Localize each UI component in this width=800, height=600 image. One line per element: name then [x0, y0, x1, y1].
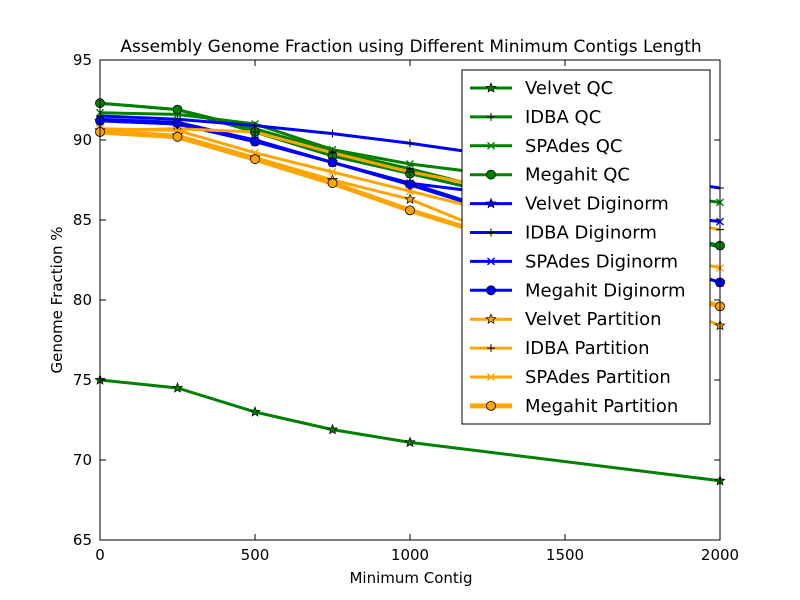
data-point-spades-partition — [406, 187, 414, 196]
legend-label-velvet-partition: Velvet Partition — [525, 309, 662, 330]
legend-marker-spades-qc — [487, 141, 495, 150]
data-point-spades-partition — [328, 168, 337, 176]
x-tick-label: 2000 — [701, 546, 739, 564]
chart-title: Assembly Genome Fraction using Different… — [120, 37, 701, 57]
x-tick-label: 1000 — [391, 546, 429, 564]
data-point-megahit-partition — [250, 154, 260, 165]
legend-marker-spades-partition — [487, 373, 495, 381]
data-point-megahit-diginorm — [405, 179, 415, 190]
data-point-velvet-qc — [326, 423, 339, 435]
legend-label-megahit-qc: Megahit QC — [525, 165, 630, 186]
data-point-megahit-diginorm — [250, 136, 260, 147]
series-line-velvet-qc — [100, 378, 720, 483]
y-tick-label: 65 — [73, 531, 92, 549]
legend-marker-megahit-diginorm — [486, 285, 496, 296]
legend-label-idba-diginorm: IDBA Diginorm — [525, 223, 657, 244]
legend-marker-megahit-qc — [486, 169, 496, 180]
y-tick-label: 80 — [73, 291, 92, 309]
data-point-velvet-qc — [249, 406, 261, 417]
data-point-spades-qc — [406, 160, 414, 168]
x-tick-label: 500 — [241, 546, 270, 564]
legend-label-idba-qc: IDBA QC — [525, 107, 601, 128]
y-tick-label: 70 — [73, 451, 92, 469]
legend-label-spades-diginorm: SPAdes Diginorm — [525, 251, 678, 272]
legend-box — [461, 69, 711, 425]
data-point-megahit-qc — [172, 104, 183, 115]
legend-marker-megahit-partition — [486, 400, 496, 411]
y-tick-label: 90 — [73, 131, 92, 149]
data-point-megahit-partition — [405, 205, 415, 216]
legend-label-velvet-diginorm: Velvet Diginorm — [525, 194, 669, 215]
legend-marker-velvet-partition — [485, 313, 497, 325]
data-point-idba-partition — [328, 148, 337, 157]
y-tick-label: 85 — [73, 211, 92, 229]
data-point-megahit-partition — [172, 131, 183, 142]
data-point-megahit-diginorm — [327, 157, 338, 168]
data-point-idba-diginorm — [328, 129, 337, 138]
legend-marker-idba-diginorm — [487, 228, 495, 237]
data-point-megahit-partition — [327, 178, 338, 189]
data-point-idba-partition — [406, 168, 414, 176]
y-axis-label: Genome Fraction % — [48, 226, 66, 373]
legend: Velvet QC IDBA QC SPAdes QC Megahit QC Velve… — [461, 69, 711, 425]
legend-label-spades-qc: SPAdes QC — [525, 136, 622, 157]
x-axis-label: Minimum Contig — [349, 569, 472, 587]
data-point-velvet-partition — [404, 193, 416, 205]
x-tick-label: 1500 — [546, 546, 584, 564]
x-tick-label: 0 — [95, 546, 105, 564]
data-point-velvet-qc — [404, 436, 416, 448]
legend-marker-spades-diginorm — [487, 257, 495, 266]
legend-label-idba-partition: IDBA Partition — [525, 338, 650, 359]
legend-marker-idba-qc — [487, 112, 495, 121]
data-point-idba-diginorm — [406, 139, 414, 148]
legend-marker-velvet-qc — [485, 82, 497, 93]
legend-label-spades-partition: SPAdes Partition — [525, 367, 671, 388]
legend-marker-velvet-diginorm — [485, 197, 497, 209]
data-point-idba-partition — [251, 128, 259, 136]
y-tick-label: 75 — [73, 371, 92, 389]
data-point-velvet-qc — [171, 382, 184, 393]
legend-label-megahit-diginorm: Megahit Diginorm — [525, 280, 686, 301]
legend-label-velvet-qc: Velvet QC — [525, 78, 613, 99]
tick-layer: 0 500 1000 1500 2000 65 70 75 80 85 90 95 — [73, 51, 739, 564]
data-point-idba-partition — [173, 124, 182, 133]
legend-marker-idba-partition — [487, 344, 495, 353]
legend-label-megahit-partition: Megahit Partition — [525, 396, 678, 417]
y-tick-label: 95 — [73, 51, 92, 69]
